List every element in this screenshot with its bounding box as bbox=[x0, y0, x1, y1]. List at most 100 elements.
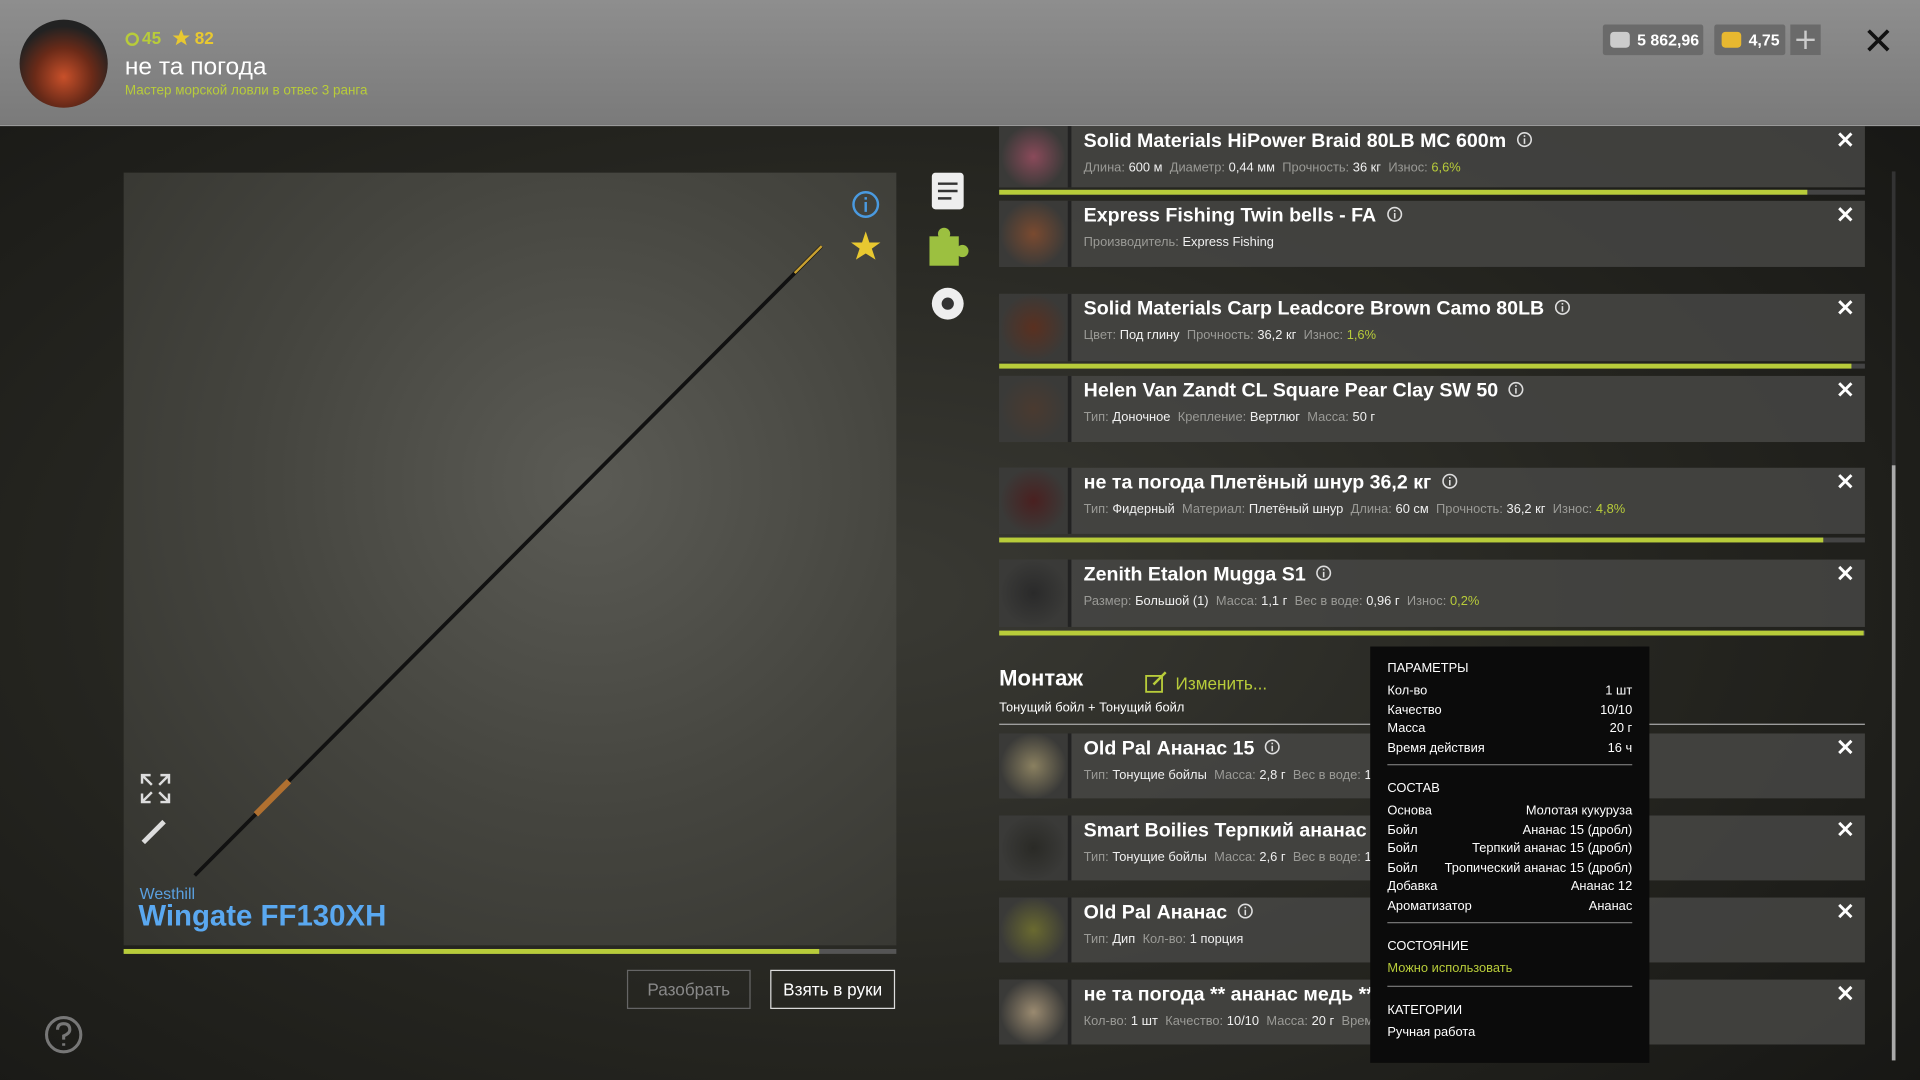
help-button[interactable] bbox=[44, 1015, 83, 1054]
prop-value: 36,2 кг bbox=[1257, 328, 1297, 343]
disassemble-button[interactable]: Разобрать bbox=[626, 969, 751, 1009]
item-name: не та погода Плетёный шнур 36,2 кг bbox=[1084, 473, 1458, 495]
condition-track bbox=[999, 189, 1865, 195]
prop-value: 1,6% bbox=[1346, 328, 1377, 343]
prop-label: Вес в воде: bbox=[1294, 593, 1363, 609]
level-icon bbox=[125, 32, 139, 46]
tooltip-value: Тропический ананас 15 (дробл) bbox=[1444, 860, 1633, 875]
player-name: не та погода bbox=[124, 53, 267, 81]
tooltip-value: 10/10 bbox=[1600, 702, 1633, 717]
item-row[interactable]: не та погода Плетёный шнур 36,2 кг Тип: Фи… bbox=[999, 467, 1865, 534]
remove-item[interactable] bbox=[1837, 381, 1854, 398]
prop-label: Масса: bbox=[1214, 767, 1256, 783]
tooltip-value: Молотая кукуруза bbox=[1525, 803, 1633, 818]
prop-value: 1,1 г bbox=[1261, 593, 1288, 609]
tooltip-row: Основа Молотая кукуруза bbox=[1387, 803, 1632, 818]
tooltip-value: 1 шт bbox=[1605, 683, 1633, 698]
remove-item[interactable] bbox=[1837, 131, 1854, 148]
tooltip-key: Добавка bbox=[1387, 879, 1438, 894]
item-name-text: Helen Van Zandt CL Square Pear Clay SW 5… bbox=[1083, 380, 1499, 402]
remove-item[interactable] bbox=[1837, 738, 1854, 755]
prop-label: Масса: bbox=[1266, 1013, 1308, 1029]
prop-label: Качество: bbox=[1165, 1013, 1224, 1029]
item-info[interactable] bbox=[1554, 299, 1571, 316]
prop-value: Express Fishing bbox=[1182, 235, 1274, 250]
item-row[interactable]: Solid Materials Carp Leadcore Brown Camo… bbox=[999, 293, 1865, 362]
settings-tab[interactable] bbox=[931, 287, 964, 320]
prop-label: Прочность: bbox=[1186, 328, 1254, 343]
prop-value: Под глину bbox=[1119, 328, 1180, 343]
prop-label: Прочность: bbox=[1282, 160, 1350, 176]
remove-item[interactable] bbox=[1837, 299, 1854, 316]
item-row[interactable]: Zenith Etalon Mugga S1 Размер: Большой (1)… bbox=[999, 559, 1865, 627]
take-button[interactable]: Взять в руки bbox=[770, 969, 896, 1009]
prop-value: 10/10 bbox=[1226, 1013, 1259, 1029]
item-name-text: Old Pal Ананас bbox=[1083, 902, 1228, 924]
prop-value: 1, bbox=[1365, 850, 1376, 865]
prop-label: Материал: bbox=[1181, 502, 1246, 517]
scrollbar[interactable] bbox=[1891, 171, 1896, 1061]
item-info[interactable] bbox=[1516, 131, 1533, 148]
item-props: Размер: Большой (1) Масса: 1,1 г Вес в воде:… bbox=[1084, 594, 1487, 609]
item-name: Zenith Etalon Mugga S1 bbox=[1084, 564, 1333, 586]
montage-edit[interactable]: Изменить... bbox=[1175, 673, 1268, 694]
tooltip-value: Ананас 12 bbox=[1570, 879, 1633, 894]
item-info[interactable] bbox=[1316, 564, 1333, 581]
prop-label: Вес в воде: bbox=[1292, 767, 1361, 783]
tooltip-separator bbox=[1387, 764, 1633, 766]
condition-bar bbox=[999, 630, 1864, 636]
item-name-text: Old Pal Ананас 15 bbox=[1083, 738, 1255, 760]
tooltip-row: Кол-во 1 шт bbox=[1387, 683, 1632, 698]
condition-bar bbox=[999, 537, 1824, 543]
edit-icon bbox=[1145, 671, 1167, 693]
condition-track bbox=[999, 537, 1865, 543]
item-name-text: не та погода Плетёный шнур 36,2 кг bbox=[1083, 472, 1432, 494]
info-button[interactable] bbox=[851, 190, 880, 219]
parts-tab[interactable] bbox=[929, 227, 969, 266]
prop-label: Износ: bbox=[1388, 160, 1428, 176]
notes-tab[interactable] bbox=[931, 172, 964, 210]
prop-value: 6,6% bbox=[1431, 160, 1461, 176]
fullscreen-button[interactable] bbox=[140, 773, 172, 805]
remove-item[interactable] bbox=[1837, 902, 1854, 919]
prop-value: 0,96 г bbox=[1366, 593, 1400, 609]
prop-value: Большой (1) bbox=[1135, 593, 1209, 609]
remove-item[interactable] bbox=[1837, 984, 1854, 1001]
item-icon bbox=[999, 375, 1072, 443]
tooltip-row: Бойл Ананас 15 (дробл) bbox=[1387, 822, 1632, 837]
remove-item[interactable] bbox=[1837, 564, 1854, 581]
tooltip-heading: СОСТАВ bbox=[1387, 781, 1440, 796]
tooltip-value: Терпкий ананас 15 (дробл) bbox=[1472, 841, 1633, 856]
item-info[interactable] bbox=[1386, 206, 1403, 223]
gold[interactable]: 4,75 bbox=[1714, 24, 1786, 56]
rod-image bbox=[193, 244, 823, 877]
rod-view bbox=[123, 172, 897, 946]
prop-value: Дип bbox=[1112, 931, 1136, 947]
remove-item[interactable] bbox=[1837, 473, 1854, 490]
condition-bar bbox=[999, 189, 1808, 195]
avatar[interactable] bbox=[19, 19, 108, 108]
silver[interactable]: 5 862,96 bbox=[1602, 24, 1704, 56]
item-name: не та погода ** ананас медь ** bbox=[1084, 984, 1401, 1006]
item-info[interactable] bbox=[1441, 473, 1458, 490]
rod-name: Wingate FF130XH bbox=[138, 900, 387, 934]
montage-title: Монтаж bbox=[999, 666, 1084, 691]
item-row[interactable]: Solid Materials HiPower Braid 80LB MC 60… bbox=[999, 126, 1865, 188]
item-info[interactable] bbox=[1508, 381, 1525, 398]
item-row[interactable]: Helen Van Zandt CL Square Pear Clay SW 5… bbox=[999, 375, 1865, 443]
edit-button[interactable] bbox=[140, 814, 172, 846]
item-props: Кол-во: 1 шт Качество: 10/10 Масса: 20 г Врем bbox=[1084, 1014, 1377, 1029]
item-info[interactable] bbox=[1237, 902, 1254, 919]
favorite-button[interactable] bbox=[850, 230, 882, 262]
remove-item[interactable] bbox=[1837, 206, 1854, 223]
prop-value: Доночное bbox=[1112, 410, 1171, 425]
item-info[interactable] bbox=[1264, 738, 1281, 755]
remove-item[interactable] bbox=[1837, 820, 1854, 837]
item-name-text: Solid Materials Carp Leadcore Brown Camo… bbox=[1083, 298, 1545, 320]
close[interactable] bbox=[1866, 28, 1890, 52]
item-row[interactable]: Express Fishing Twin bells - FA Производи… bbox=[999, 200, 1865, 267]
add-money[interactable] bbox=[1790, 24, 1821, 56]
